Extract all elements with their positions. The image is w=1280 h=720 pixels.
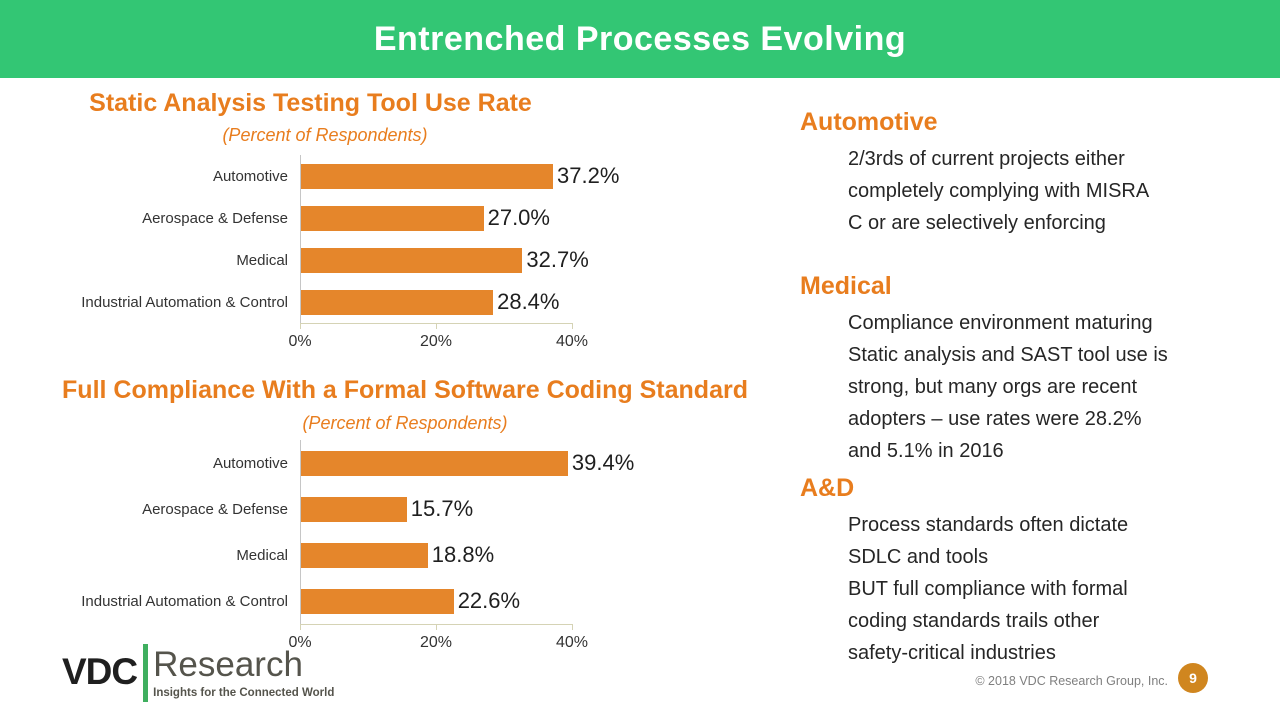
slide-title: Entrenched Processes Evolving bbox=[373, 19, 907, 58]
note-line: strong, but many orgs are recent bbox=[848, 376, 1138, 398]
note-line: BUT full compliance with formal bbox=[848, 578, 1128, 600]
bar-industrial-automation-control bbox=[300, 588, 454, 614]
x-axis-tick-label-40: 40% bbox=[555, 634, 589, 651]
note-line: safety-critical industries bbox=[848, 642, 1056, 664]
note-line: and 5.1% in 2016 bbox=[848, 440, 1004, 462]
page-number-badge: 9 bbox=[1178, 663, 1208, 693]
copyright-text: © 2018 VDC Research Group, Inc. bbox=[975, 674, 1168, 688]
vdc-research-logo: VDC Research Insights for the Connected … bbox=[62, 644, 334, 702]
note-line: adopters – use rates were 28.2% bbox=[848, 408, 1142, 430]
logo-tagline: Insights for the Connected World bbox=[153, 687, 335, 699]
value-label-aerospace-defense: 15.7% bbox=[410, 496, 474, 521]
category-label-industrial-automation-control: Industrial Automation & Control bbox=[81, 592, 288, 610]
x-axis-tick-20 bbox=[436, 624, 437, 630]
x-axis: 0% 20% 40% bbox=[288, 323, 588, 363]
note-line: SDLC and tools bbox=[848, 546, 989, 568]
x-axis-tick-label-20: 20% bbox=[419, 634, 453, 651]
bar-row-medical: Medical 18.8% bbox=[60, 532, 680, 578]
chart-1-plot: Automotive 37.2% Aerospace & Defense 27.0% M… bbox=[60, 155, 680, 370]
x-axis-tick-20 bbox=[436, 323, 437, 329]
note-section-automotive: Automotive 2/3rds of current projects eit… bbox=[800, 108, 1240, 239]
bar-row-automotive: Automotive 39.4% bbox=[60, 440, 680, 486]
chart-2-plot: Automotive 39.4% Aerospace & Defense 15.7% M… bbox=[60, 440, 680, 670]
note-heading-medical: Medical bbox=[800, 272, 892, 300]
value-label-industrial-automation-control: 22.6% bbox=[457, 588, 521, 613]
note-section-medical: Medical Compliance environment maturing St… bbox=[800, 272, 1240, 467]
chart-1-title: Static Analysis Testing Tool Use Rate bbox=[89, 89, 532, 117]
category-label-industrial-automation-control: Industrial Automation & Control bbox=[81, 293, 288, 311]
bar-row-aerospace-defense: Aerospace & Defense 27.0% bbox=[60, 197, 680, 239]
bar-automotive bbox=[300, 450, 568, 476]
chart-1-subtitle: (Percent of Respondents) bbox=[222, 125, 428, 145]
note-line: 2/3rds of current projects either bbox=[848, 148, 1125, 170]
note-section-a-d: A&D Process standards often dictate SDLC a… bbox=[800, 474, 1240, 669]
bar-row-medical: Medical 32.7% bbox=[60, 239, 680, 281]
value-label-medical: 32.7% bbox=[526, 247, 589, 272]
value-label-automotive: 39.4% bbox=[571, 450, 635, 475]
note-line: Static analysis and SAST tool use is bbox=[848, 344, 1168, 366]
category-label-aerospace-defense: Aerospace & Defense bbox=[142, 500, 288, 518]
value-label-medical: 18.8% bbox=[431, 542, 495, 567]
bar-row-industrial-automation-control: Industrial Automation & Control 22.6% bbox=[60, 578, 680, 624]
page-number: 9 bbox=[1189, 670, 1197, 686]
x-axis-tick-40 bbox=[572, 323, 573, 329]
chart-2-subtitle: (Percent of Respondents) bbox=[302, 413, 508, 433]
bar-automotive bbox=[300, 163, 553, 189]
category-label-medical: Medical bbox=[236, 251, 288, 269]
x-axis-tick-label-40: 40% bbox=[555, 333, 589, 350]
value-label-industrial-automation-control: 28.4% bbox=[497, 289, 560, 314]
value-label-automotive: 37.2% bbox=[557, 163, 620, 188]
bar-row-aerospace-defense: Aerospace & Defense 15.7% bbox=[60, 486, 680, 532]
bar-row-industrial-automation-control: Industrial Automation & Control 28.4% bbox=[60, 281, 680, 323]
category-label-aerospace-defense: Aerospace & Defense bbox=[142, 209, 288, 227]
logo-vdc-text: VDC bbox=[62, 651, 138, 692]
bar-medical bbox=[300, 542, 428, 568]
x-axis-tick-label-0: 0% bbox=[288, 634, 312, 651]
bar-medical bbox=[300, 247, 523, 273]
x-axis-tick-label-20: 20% bbox=[419, 333, 453, 350]
chart-2-title: Full Compliance With a Formal Software C… bbox=[62, 376, 748, 404]
bar-industrial-automation-control bbox=[300, 289, 494, 315]
logo-research-text: Research bbox=[153, 645, 303, 684]
category-label-medical: Medical bbox=[236, 546, 288, 564]
bar-aerospace-defense bbox=[300, 205, 484, 231]
x-axis-tick-40 bbox=[572, 624, 573, 630]
header-banner: Entrenched Processes Evolving bbox=[0, 0, 1280, 78]
note-heading-automotive: Automotive bbox=[800, 108, 938, 136]
x-axis-tick-0 bbox=[300, 624, 301, 630]
y-axis-line bbox=[300, 155, 301, 323]
value-label-aerospace-defense: 27.0% bbox=[487, 205, 550, 230]
x-axis-tick-label-0: 0% bbox=[288, 333, 312, 350]
logo-divider-bar bbox=[143, 644, 149, 702]
note-line: Compliance environment maturing bbox=[848, 312, 1153, 334]
bar-row-automotive: Automotive 37.2% bbox=[60, 155, 680, 197]
x-axis-tick-0 bbox=[300, 323, 301, 329]
x-axis: 0% 20% 40% bbox=[288, 624, 588, 664]
category-label-automotive: Automotive bbox=[212, 167, 288, 185]
note-line: coding standards trails other bbox=[848, 610, 1100, 632]
note-line: C or are selectively enforcing bbox=[848, 212, 1106, 234]
y-axis-line bbox=[300, 440, 301, 624]
note-line: completely complying with MISRA bbox=[848, 180, 1150, 202]
note-line: Process standards often dictate bbox=[848, 514, 1129, 536]
note-heading-a-d: A&D bbox=[800, 474, 855, 502]
bar-aerospace-defense bbox=[300, 496, 407, 522]
category-label-automotive: Automotive bbox=[212, 454, 288, 472]
